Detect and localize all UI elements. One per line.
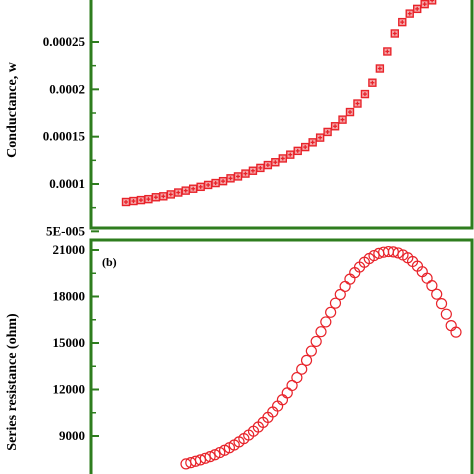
y-tick-label: 15000 [53,335,86,350]
data-point [281,387,293,399]
data-point [344,273,356,285]
data-point [286,379,298,392]
data-point [315,326,327,338]
panel-b-series-resistance: 9000 12000 15000 18000 21000 Series resistanc… [5,238,474,474]
panel-label: (b) [102,255,117,269]
y-axis-title: Conductance, w [5,61,20,158]
data-point [329,297,342,309]
data-point [431,288,443,300]
plot-frame [89,238,474,474]
y-tick-label: 0.0002 [49,81,85,96]
data-point [194,454,207,466]
data-point [325,306,337,318]
data-point [305,345,317,357]
plot-frame [89,0,474,230]
data-point [421,272,433,284]
data-point [320,316,332,328]
y-tick-label: 0.00015 [43,129,86,144]
y-tick-label: 18000 [53,289,86,304]
data-point [440,308,452,320]
data-point [392,247,404,259]
y-tick-label: 21000 [53,242,86,257]
panel-a-conductance: 5E-005 0.0001 0.00015 0.0002 0.00025 Conducta… [5,0,474,238]
data-point [296,363,308,375]
y-tick-label: 12000 [53,382,86,397]
y-tick-label: 5E-005 [46,223,86,238]
data-point [204,451,216,463]
data-point [199,452,211,464]
data-point [310,335,322,348]
data-point [426,280,438,292]
y-tick-label: 9000 [59,428,85,443]
y-tick-label: 0.00025 [43,34,86,49]
data-point [276,394,289,406]
y-tick-label: 0.0001 [49,176,85,191]
y-axis-title: Series resistance (ohm) [5,313,20,451]
data-point [445,320,457,332]
data-point [291,371,303,384]
data-point [300,354,313,366]
data-point [334,288,346,301]
data-point [339,280,351,293]
data-point [450,326,462,338]
data-point [435,298,448,310]
